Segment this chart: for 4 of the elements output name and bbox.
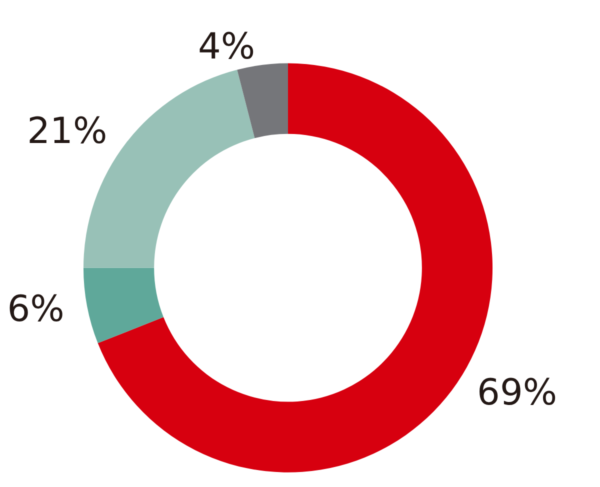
data-label: 21%: [27, 110, 108, 152]
data-label: 6%: [7, 289, 64, 330]
data-label: 69%: [477, 372, 558, 414]
data-label: 4%: [198, 26, 256, 68]
